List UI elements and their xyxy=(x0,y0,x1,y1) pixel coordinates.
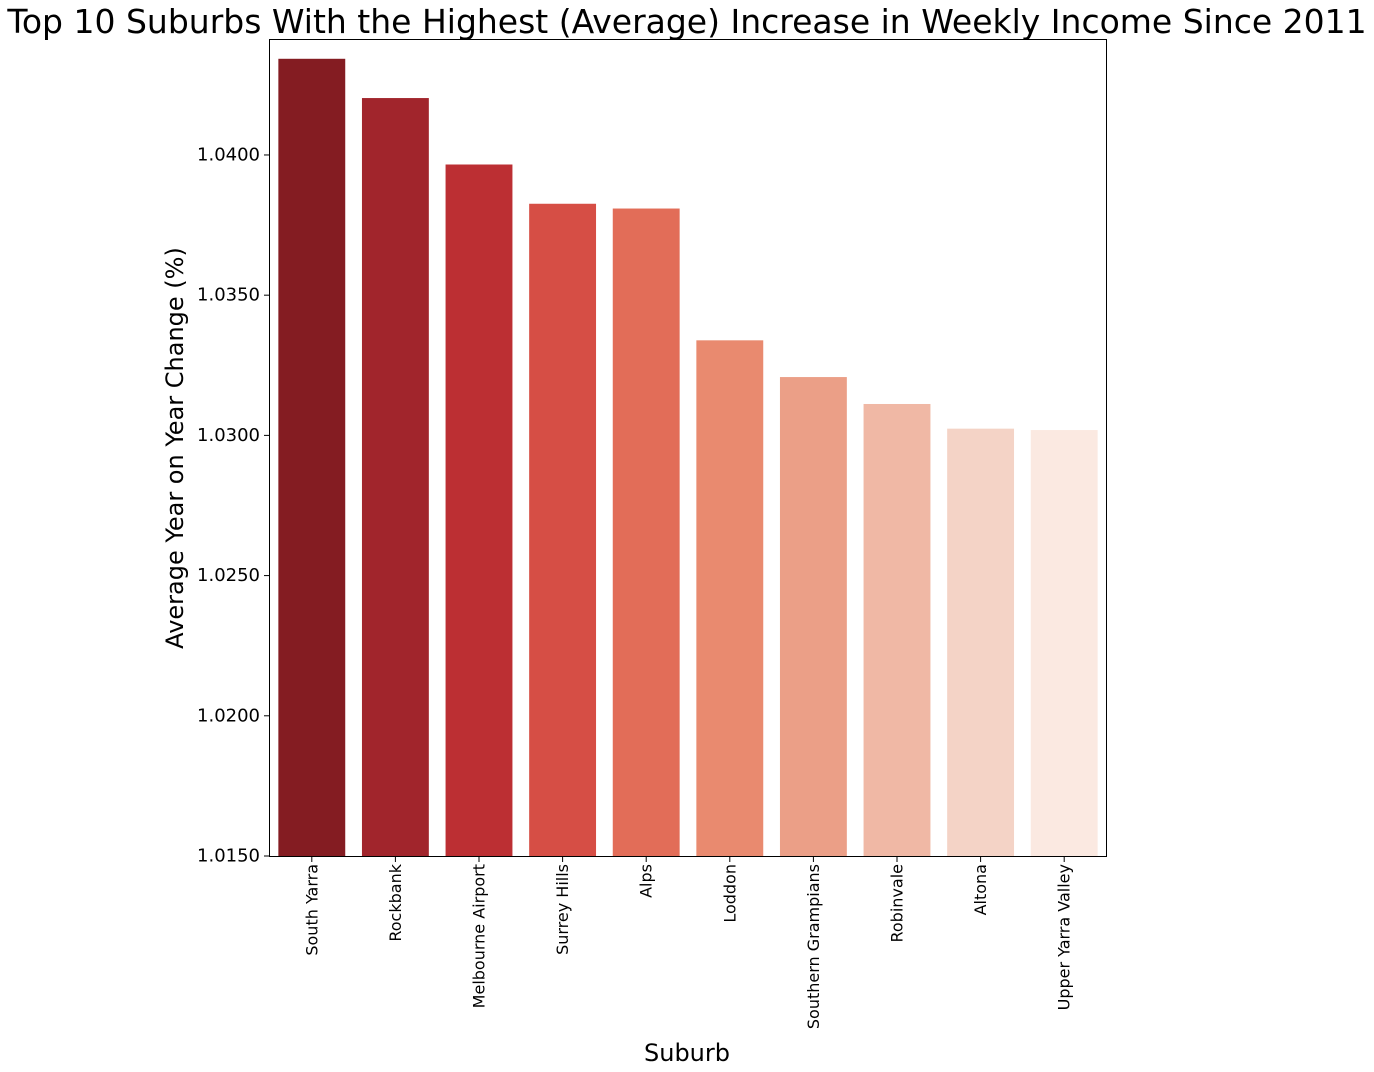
bar-surrey-hills xyxy=(529,203,597,856)
x-tick-label: Altona xyxy=(971,864,990,915)
x-tick-label: Rockbank xyxy=(386,863,405,941)
y-tick-label: 1.0350 xyxy=(197,285,260,306)
chart-title: Top 10 Suburbs With the Highest (Average… xyxy=(6,2,1366,41)
bar-loddon xyxy=(696,340,764,856)
x-tick-label: Robinvale xyxy=(888,864,907,943)
bars-group xyxy=(278,58,1098,857)
bar-southern-grampians xyxy=(779,377,847,856)
y-tick-label: 1.0150 xyxy=(197,846,260,867)
x-tick-label: Alps xyxy=(637,864,656,898)
bar-altona xyxy=(947,428,1015,856)
x-tick-label: South Yarra xyxy=(302,864,321,956)
y-tick-label: 1.0400 xyxy=(197,144,260,165)
bar-alps xyxy=(612,208,680,856)
bar-melbourne-airport xyxy=(445,164,513,856)
x-axis: South Yarra Rockbank Melbourne Airport Surr… xyxy=(302,856,1074,1029)
bar-upper-yarra-valley xyxy=(1030,430,1098,856)
y-tick-label: 1.0300 xyxy=(197,425,260,446)
bar-robinvale xyxy=(863,403,931,856)
y-tick-label: 1.0250 xyxy=(197,565,260,586)
y-axis: 1.0150 1.0200 1.0250 1.0300 1.0350 1.0400 xyxy=(197,144,270,867)
x-tick-label: Upper Yarra Valley xyxy=(1055,864,1074,1010)
x-tick-label: Southern Grampians xyxy=(804,864,823,1029)
y-axis-label: Average Year on Year Change (%) xyxy=(161,247,189,649)
plot-frame xyxy=(269,39,1107,857)
bar-south-yarra xyxy=(278,58,346,857)
x-tick-label: Loddon xyxy=(720,864,739,923)
bar-rockbank xyxy=(361,98,429,857)
x-tick-label: Surrey Hills xyxy=(553,864,572,955)
y-tick-label: 1.0200 xyxy=(197,705,260,726)
x-axis-label: Suburb xyxy=(644,1039,730,1067)
x-tick-label: Melbourne Airport xyxy=(470,864,489,1008)
